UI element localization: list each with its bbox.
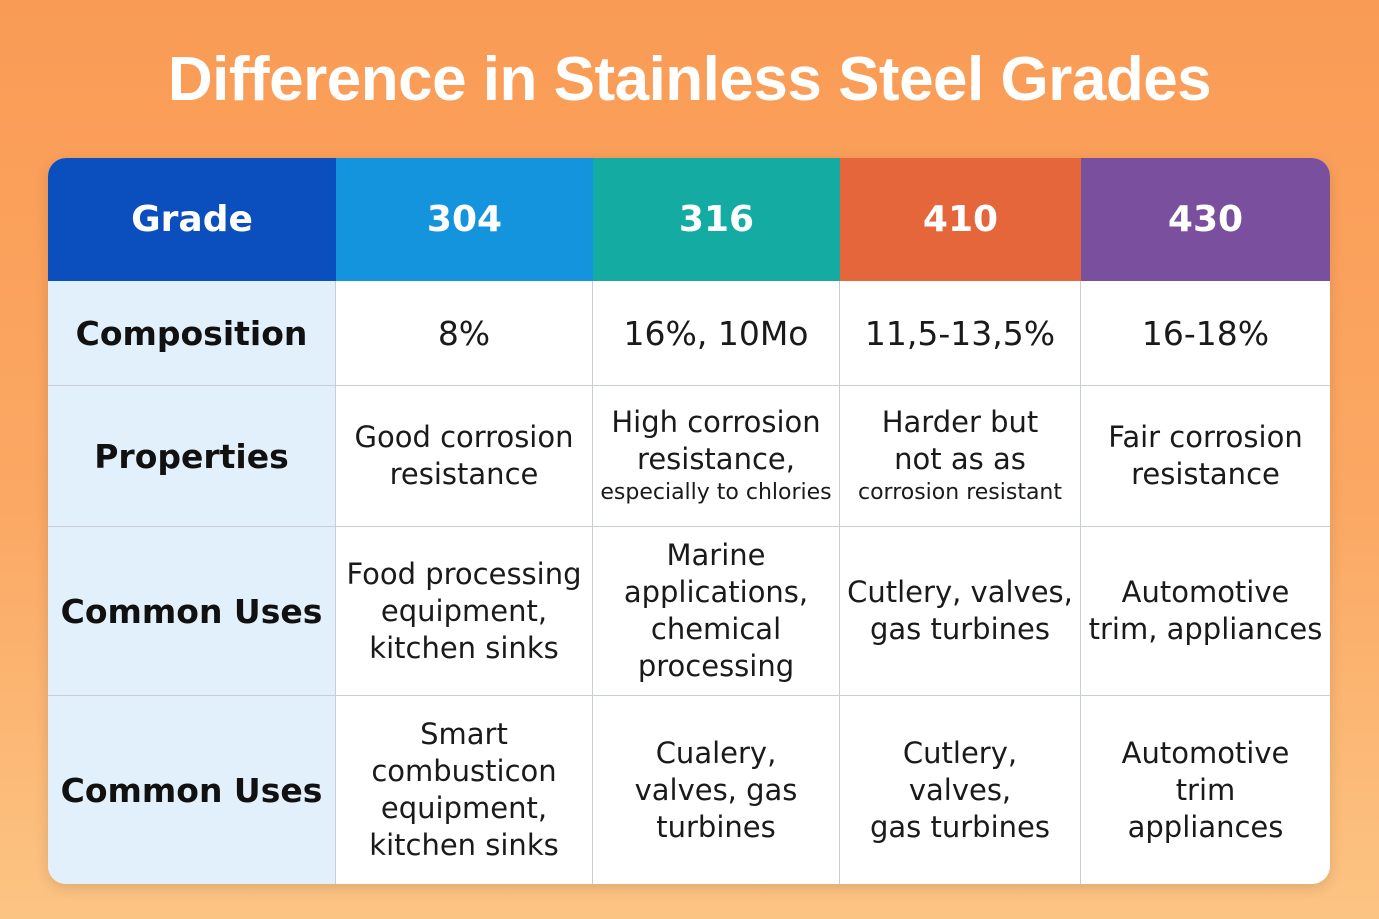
cell-text: turbines bbox=[656, 809, 776, 844]
header-text: 430 bbox=[1167, 199, 1244, 240]
cell-text: corrosion resistant bbox=[857, 480, 1062, 505]
cell-text: valves, bbox=[908, 772, 1012, 807]
cell-text: trim bbox=[1175, 772, 1236, 807]
header-text: 316 bbox=[678, 199, 755, 240]
table-cell: Good corrosion resistance bbox=[336, 386, 593, 527]
cell-text: gas turbines bbox=[870, 612, 1050, 646]
table-cell: High corrosion resistance, especially to… bbox=[593, 386, 840, 527]
table-cell: Marine applications, chemical processing bbox=[593, 527, 840, 696]
cell-text: combusticon bbox=[371, 754, 557, 788]
cell-text: gas turbines bbox=[870, 809, 1050, 844]
cell-text: equipment, bbox=[380, 593, 548, 628]
cell-text: Marine bbox=[666, 538, 766, 572]
table-cell: Fair corrosion resistance bbox=[1081, 386, 1330, 527]
header-cell: Grade bbox=[48, 158, 336, 281]
header-text: Grade bbox=[131, 199, 253, 240]
table-cell: 8% bbox=[336, 281, 593, 386]
table-cell: 11,5-13,5% bbox=[840, 281, 1081, 386]
row-label: Common Uses bbox=[48, 527, 336, 696]
cell-text: resistance, bbox=[637, 442, 795, 476]
table-cell: Cualery, valves, gas turbines bbox=[593, 696, 840, 884]
header-text: 410 bbox=[922, 199, 999, 240]
page-title: Difference in Stainless Steel Grades bbox=[167, 45, 1212, 114]
row-label: Properties bbox=[48, 386, 336, 527]
cell-text: High corrosion bbox=[611, 405, 821, 439]
header-cell: 430 bbox=[1081, 158, 1330, 281]
cell-text: 8% bbox=[437, 313, 491, 353]
table-cell: Automotive trim appliances bbox=[1081, 696, 1330, 884]
header-cell: 316 bbox=[593, 158, 840, 281]
cell-text: Harder but bbox=[881, 405, 1039, 439]
comparison-table: Grade 304 316 410 430 Composition 8% 16%… bbox=[48, 158, 1330, 884]
cell-text: kitchen sinks bbox=[369, 828, 559, 862]
cell-text: chemical bbox=[650, 612, 782, 646]
cell-text: resistance bbox=[389, 457, 539, 491]
cell-text: resistance bbox=[1131, 457, 1280, 491]
cell-text: trim, appliances bbox=[1088, 612, 1323, 646]
cell-text: processing bbox=[637, 649, 795, 683]
cell-text: applications, bbox=[623, 575, 809, 609]
table-cell: Smart combusticon equipment, kitchen sin… bbox=[336, 696, 593, 884]
cell-text: especially to chlories bbox=[600, 480, 832, 505]
cell-text: valves, gas bbox=[634, 772, 798, 807]
cell-text: Cutlery, bbox=[902, 735, 1018, 770]
header-cell: 304 bbox=[336, 158, 593, 281]
cell-text: 11,5-13,5% bbox=[864, 313, 1056, 353]
cell-text: Automotive bbox=[1121, 575, 1290, 609]
table-cell: 16%, 10Mo bbox=[593, 281, 840, 386]
cell-text: Food processing bbox=[346, 556, 582, 591]
table-cell: 16-18% bbox=[1081, 281, 1330, 386]
table-cell: Food processing equipment, kitchen sinks bbox=[336, 527, 593, 696]
cell-text: Cutlery, valves, bbox=[847, 575, 1073, 609]
table-cell: Harder but not as as corrosion resistant bbox=[840, 386, 1081, 527]
cell-text: kitchen sinks bbox=[369, 630, 559, 665]
cell-text: Fair corrosion bbox=[1108, 420, 1303, 454]
header-cell: 410 bbox=[840, 158, 1081, 281]
cell-text: 16%, 10Mo bbox=[623, 313, 809, 353]
label-text: Composition bbox=[75, 313, 308, 353]
cell-text: not as as bbox=[894, 442, 1026, 476]
cell-text: appliances bbox=[1127, 809, 1284, 844]
table-cell: Automotive trim, appliances bbox=[1081, 527, 1330, 696]
cell-text: Cualery, bbox=[655, 735, 777, 770]
label-text: Common Uses bbox=[60, 770, 323, 810]
cell-text: Good corrosion bbox=[354, 420, 574, 454]
label-text: Common Uses bbox=[60, 591, 323, 631]
cell-text: Smart bbox=[420, 717, 508, 751]
cell-text: Automotive bbox=[1121, 735, 1290, 770]
cell-text: equipment, bbox=[380, 791, 548, 825]
table-cell: Cutlery, valves, gas turbines bbox=[840, 696, 1081, 884]
cell-text: 16-18% bbox=[1141, 313, 1270, 353]
table-cell: Cutlery, valves, gas turbines bbox=[840, 527, 1081, 696]
row-label: Common Uses bbox=[48, 696, 336, 884]
header-text: 304 bbox=[426, 199, 503, 240]
label-text: Properties bbox=[94, 436, 289, 476]
row-label: Composition bbox=[48, 281, 336, 386]
